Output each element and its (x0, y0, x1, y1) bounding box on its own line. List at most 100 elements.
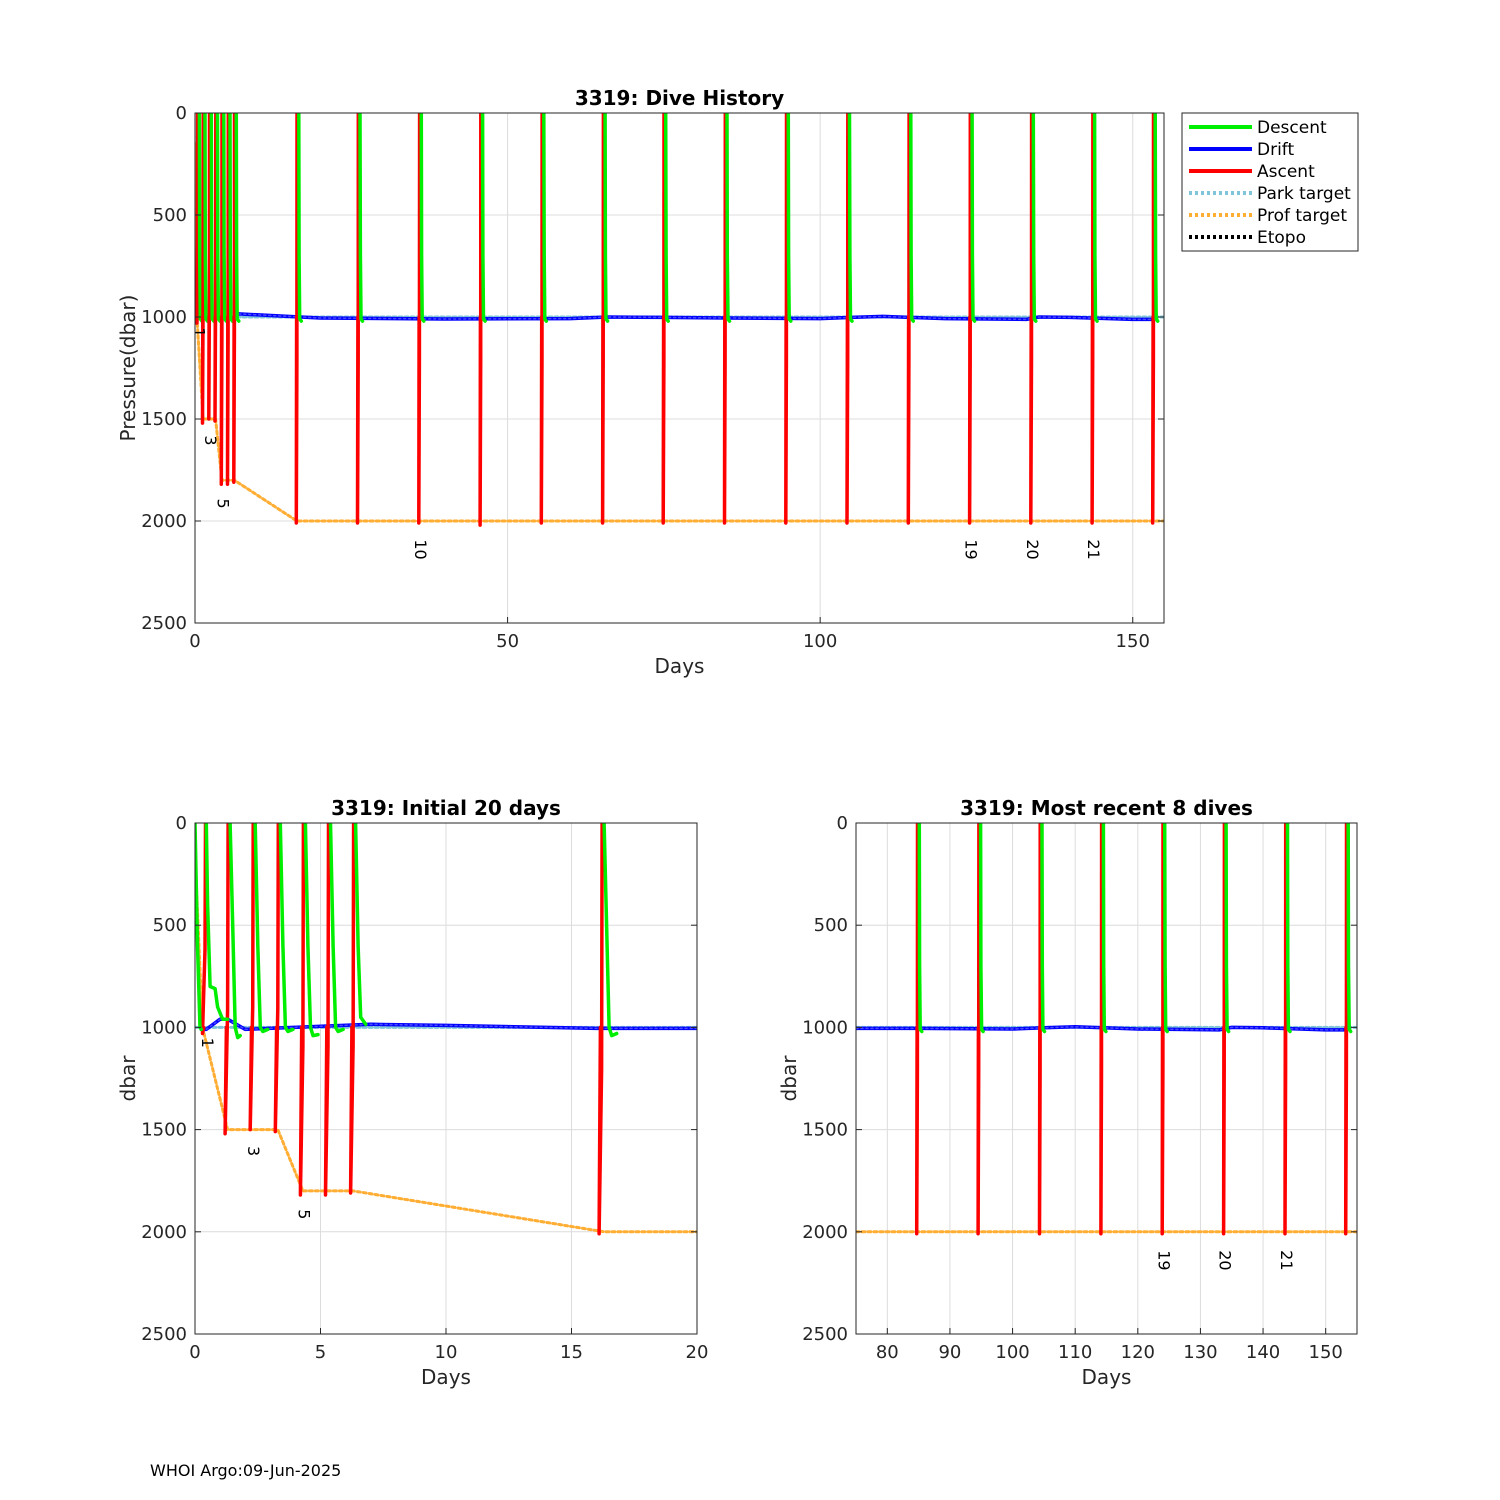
ascent-line (323, 823, 331, 1197)
legend-box (1181, 112, 1359, 252)
ascent-line (1221, 823, 1227, 1236)
descent-line (228, 113, 235, 323)
x-axis-label: Days (1082, 1365, 1132, 1389)
descent-line (203, 113, 210, 323)
y-tick-label: 500 (153, 915, 187, 936)
ascent-line (213, 113, 218, 423)
y-tick-label: 1500 (141, 409, 187, 430)
y-tick-label: 1000 (141, 1017, 187, 1038)
ascent-line (914, 823, 920, 1236)
x-axis-label: Days (655, 654, 705, 678)
descent-line (1101, 823, 1108, 1034)
plot-area (195, 113, 1164, 623)
x-tick-label: 0 (189, 1342, 200, 1363)
ascent-line (906, 113, 911, 525)
x-tick-label: 120 (1121, 1342, 1155, 1363)
chart-title: 3319: Dive History (575, 86, 784, 110)
data-layer: 1 3 5 10 19 20 21 (190, 113, 1164, 560)
ascent-line (248, 823, 255, 1132)
cycle-label: 5 (294, 1209, 313, 1219)
ascent-line (232, 113, 237, 484)
cycle-label: 21 (1277, 1250, 1296, 1270)
descent-line (725, 113, 732, 323)
x-tick-label: 150 (1116, 631, 1150, 652)
descent-line (228, 823, 242, 1040)
descent-line (1346, 823, 1353, 1034)
data-layer: 1 3 5 (195, 823, 697, 1236)
descent-line (278, 823, 295, 1034)
ascent-line (273, 823, 281, 1134)
ascent-line (597, 823, 604, 1236)
y-axis-label: Pressure(dbar) (116, 295, 140, 442)
y-tick-label: 500 (814, 915, 848, 936)
drift-line-jitter (200, 1018, 697, 1031)
descent-line (847, 113, 854, 323)
cycle-label: 20 (1216, 1250, 1235, 1270)
cycle-label: 19 (962, 539, 981, 559)
y-tick-label: 1000 (802, 1017, 848, 1038)
ascent-line (1037, 823, 1042, 1236)
y-tick-label: 1000 (141, 307, 187, 328)
descent-line (786, 113, 793, 323)
chart-title: 3319: Initial 20 days (331, 796, 561, 820)
x-tick-label: 100 (803, 631, 837, 652)
legend-label-etopo: Etopo (1257, 228, 1306, 248)
ascent-line (539, 113, 544, 525)
ascent-line (722, 113, 728, 525)
x-tick-label: 0 (189, 631, 200, 652)
descent-line (1092, 113, 1099, 323)
legend-label-ascent: Ascent (1257, 162, 1315, 182)
ascent-line (417, 113, 422, 525)
prof-target-line (195, 852, 697, 1234)
x-tick-label: 10 (435, 1342, 458, 1363)
cycle-label: 1 (190, 327, 209, 337)
descent-line (215, 113, 222, 323)
descent-line (978, 823, 985, 1034)
descent-line (195, 823, 204, 1032)
descent-line (222, 113, 229, 323)
x-tick-label: 110 (1058, 1342, 1092, 1363)
ascent-line (355, 113, 361, 525)
descent-line (1040, 823, 1047, 1034)
x-tick-label: 130 (1183, 1342, 1217, 1363)
descent-line (663, 113, 670, 323)
descent-line (353, 823, 368, 1027)
y-tick-label: 0 (837, 813, 848, 834)
ascent-line (845, 113, 850, 525)
axes-frame (194, 112, 1165, 624)
y-tick-label: 2500 (802, 1324, 848, 1345)
legend-label-park_target: Park target (1257, 184, 1351, 204)
descent-line (297, 113, 304, 323)
descent-line (480, 113, 487, 323)
cycle-label: 19 (1154, 1250, 1173, 1270)
y-tick-label: 1500 (141, 1120, 187, 1141)
x-tick-label: 20 (686, 1342, 709, 1363)
ascent-line (207, 113, 212, 421)
y-tick-label: 2000 (141, 511, 187, 532)
data-layer: 19 20 21 (856, 823, 1357, 1271)
ascent-line (200, 113, 206, 425)
legend-label-drift: Drift (1257, 140, 1294, 160)
ascent-line (1283, 823, 1288, 1236)
ascent-line (1343, 823, 1349, 1236)
ascent-line (600, 113, 606, 525)
panel-bottom-left: 1 3 5 0 5 10 15 20 0 500 1000 1500 2000 2500 3319: Ini… (116, 796, 708, 1389)
descent-line (909, 113, 916, 323)
descent-line (234, 113, 241, 323)
ascent-line (784, 113, 789, 525)
chart-title: 3319: Most recent 8 dives (960, 796, 1253, 820)
prof-target-line (195, 142, 1164, 523)
y-tick-label: 2000 (802, 1222, 848, 1243)
ascent-line (1160, 823, 1165, 1236)
ascent-line (661, 113, 666, 525)
legend-label-descent: Descent (1257, 118, 1327, 138)
cycle-label: 21 (1084, 539, 1103, 559)
ascent-line (225, 113, 231, 487)
ascent-line (478, 113, 483, 527)
y-tick-label: 2000 (141, 1222, 187, 1243)
ascent-line (1090, 113, 1095, 525)
descent-line (1031, 113, 1038, 323)
x-tick-label: 80 (876, 1342, 899, 1363)
cycle-label: 1 (198, 1038, 217, 1048)
